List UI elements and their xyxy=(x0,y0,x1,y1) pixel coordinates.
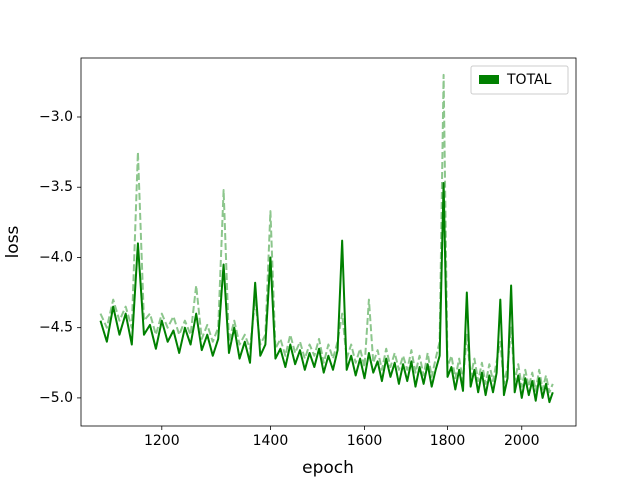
y-tick-label: −4.0 xyxy=(39,249,73,265)
y-tick-label: −3.5 xyxy=(39,179,73,195)
legend-label: TOTAL xyxy=(506,72,552,88)
x-tick-label: 1600 xyxy=(347,433,383,449)
y-tick-label: −3.0 xyxy=(39,109,73,125)
legend-swatch xyxy=(479,75,499,84)
x-axis-label: epoch xyxy=(302,458,354,478)
x-tick-label: 1800 xyxy=(430,433,466,449)
y-axis-label: loss xyxy=(3,225,23,258)
line-series xyxy=(99,182,554,404)
plot-frame xyxy=(80,57,577,427)
line-series xyxy=(99,73,554,394)
x-tick-label: 1400 xyxy=(253,433,289,449)
x-tick-label: 1200 xyxy=(144,433,180,449)
x-tick-label: 2000 xyxy=(504,433,540,449)
y-tick-label: −5.0 xyxy=(39,390,73,406)
y-tick-label: −4.5 xyxy=(39,320,73,336)
legend-box xyxy=(470,65,569,95)
